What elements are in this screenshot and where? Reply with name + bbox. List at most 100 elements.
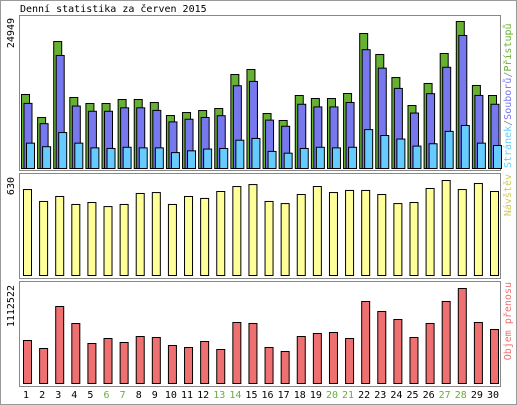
bar	[412, 145, 422, 169]
bar	[377, 310, 387, 385]
bar	[42, 146, 52, 169]
x-tick-label: 11	[181, 390, 193, 401]
x-tick-label: 1	[23, 390, 29, 401]
bar	[283, 152, 293, 170]
bar	[460, 124, 470, 170]
legend-separator: /	[503, 72, 514, 78]
x-tick-label: 13	[213, 390, 225, 401]
bar	[122, 146, 132, 169]
bar	[264, 346, 274, 384]
x-tick-label: 10	[165, 390, 177, 401]
bar	[248, 184, 258, 276]
bar	[331, 147, 341, 169]
bar	[428, 143, 438, 169]
bar	[219, 147, 229, 169]
bar	[71, 322, 81, 384]
bar	[23, 339, 32, 384]
bar	[200, 340, 210, 384]
bar	[87, 202, 97, 276]
bar	[361, 300, 371, 384]
bar	[345, 337, 355, 385]
bar	[493, 145, 502, 169]
x-tick-label: 19	[310, 390, 322, 401]
bar	[409, 202, 419, 276]
x-tick-label: 18	[294, 390, 306, 401]
x-tick-label: 24	[390, 390, 402, 401]
bar	[312, 332, 322, 384]
bar	[55, 305, 65, 384]
bar	[119, 203, 129, 277]
bar	[170, 152, 180, 170]
x-tick-label: 3	[55, 390, 61, 401]
bar	[232, 186, 242, 277]
bar	[296, 194, 306, 276]
bar	[425, 322, 435, 384]
bar	[248, 322, 258, 384]
x-tick-label: 5	[87, 390, 93, 401]
bar	[441, 180, 451, 276]
panel	[19, 173, 501, 279]
bar	[90, 147, 100, 169]
bar	[328, 192, 338, 276]
bar	[490, 328, 499, 385]
bar	[251, 137, 261, 169]
bar	[184, 346, 194, 384]
legend-entry: Souborů	[502, 78, 514, 120]
x-tick-label: 8	[136, 390, 142, 401]
x-tick-label: 17	[278, 390, 290, 401]
y-axis-label: Objem přenosu	[502, 282, 514, 360]
bar	[39, 200, 49, 276]
bar	[476, 142, 486, 170]
bar	[264, 200, 274, 276]
x-tick-label: 14	[229, 390, 241, 401]
bar	[299, 147, 309, 169]
bar	[457, 288, 467, 384]
bar	[441, 300, 451, 384]
x-tick-label: 25	[406, 390, 418, 401]
y-max-label: 1112522	[6, 285, 17, 327]
x-tick-label: 22	[358, 390, 370, 401]
bar	[328, 331, 338, 384]
bar	[184, 195, 194, 277]
bar	[444, 130, 454, 170]
bar	[39, 347, 49, 384]
x-tick-label: 2	[39, 390, 45, 401]
bar	[345, 189, 355, 276]
bar	[235, 139, 245, 170]
bar	[296, 335, 306, 385]
x-tick-label: 20	[326, 390, 338, 401]
bar	[393, 203, 403, 276]
bar	[364, 129, 374, 169]
bar	[151, 192, 161, 276]
bar	[409, 336, 419, 385]
bar	[457, 189, 467, 276]
bar	[280, 350, 290, 385]
x-tick-label: 28	[455, 390, 467, 401]
x-tick-label: 7	[120, 390, 126, 401]
bar	[473, 321, 483, 384]
x-tick-label: 26	[423, 390, 435, 401]
y-axis-label: Návštěv	[502, 174, 514, 216]
bar	[103, 337, 113, 385]
x-tick-label: 16	[262, 390, 274, 401]
x-tick-label: 6	[104, 390, 110, 401]
x-tick-label: 4	[71, 390, 77, 401]
bar	[377, 194, 387, 276]
bar	[135, 192, 145, 276]
y-max-label: 24949	[6, 18, 17, 48]
bar	[267, 150, 277, 170]
bar	[315, 146, 325, 169]
bar	[187, 150, 197, 170]
bar	[26, 142, 35, 170]
panel	[19, 281, 501, 387]
bar	[203, 148, 213, 169]
x-tick-label: 9	[152, 390, 158, 401]
bar	[216, 191, 226, 276]
x-tick-label: 21	[342, 390, 354, 401]
x-tick-label: 23	[374, 390, 386, 401]
bar	[55, 195, 65, 277]
bar	[473, 183, 483, 276]
bar	[312, 186, 322, 277]
bar	[348, 146, 358, 169]
